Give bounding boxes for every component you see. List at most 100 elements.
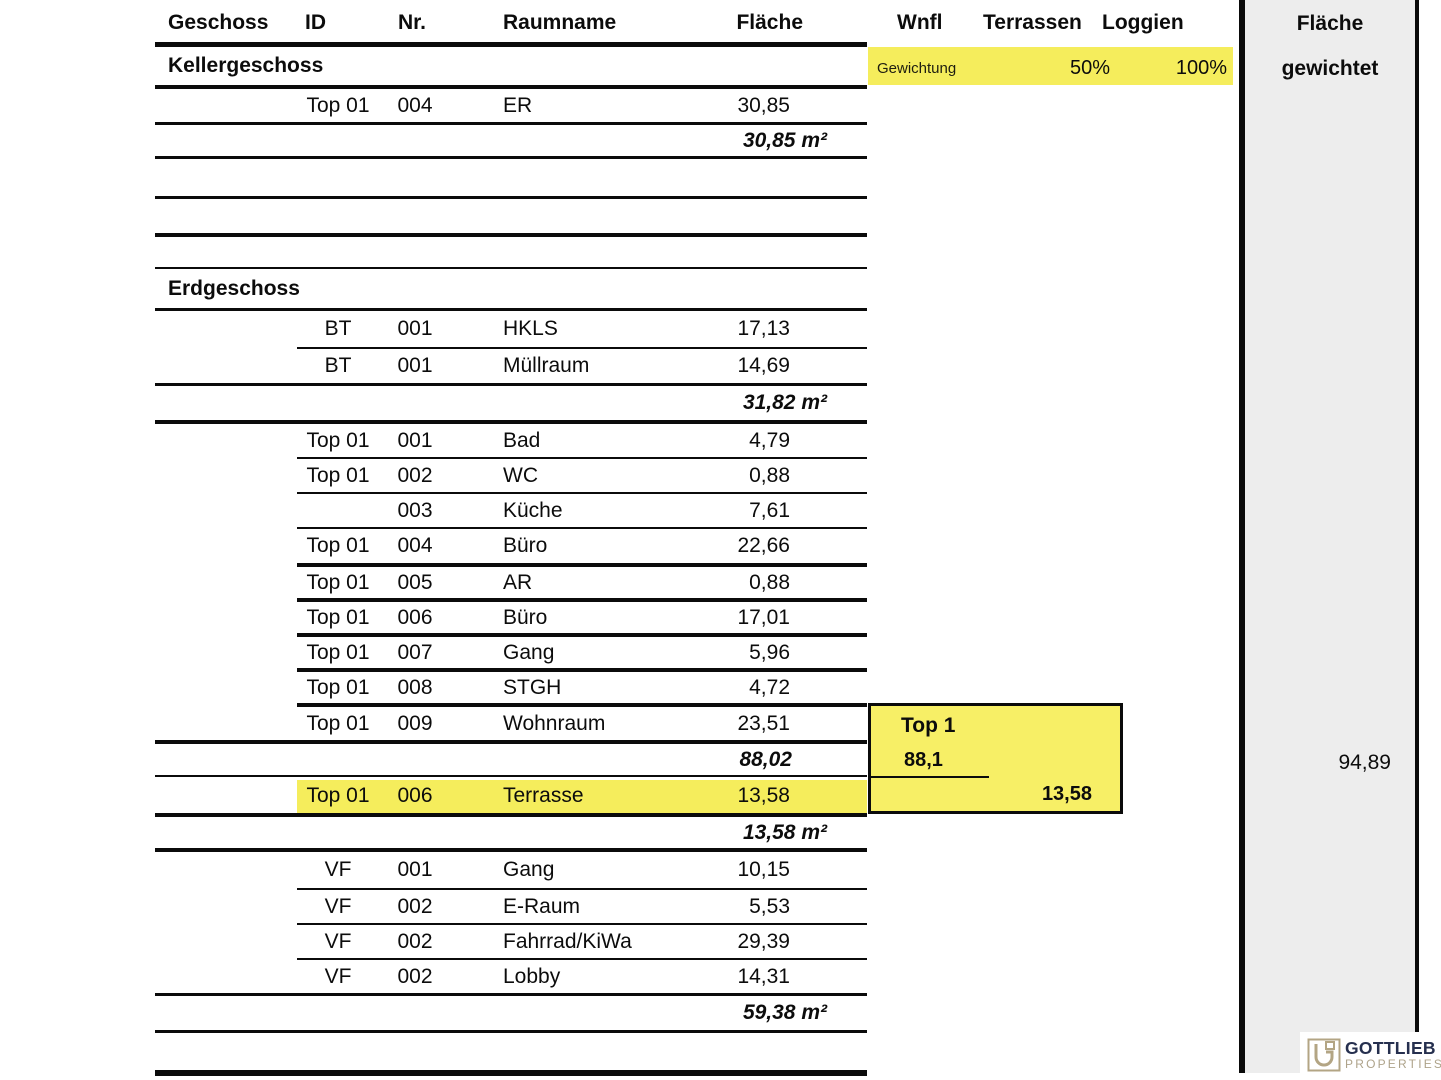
table-row: Top 01 006 Terrasse 13,58 <box>155 779 867 813</box>
table-rule <box>155 1070 867 1076</box>
header-geschoss: Geschoss <box>168 11 269 34</box>
cell-nr: 001 <box>397 354 433 377</box>
table-row: Top 01 001 Bad 4,79 <box>155 424 867 457</box>
header-flaeche: Fläche <box>736 11 803 34</box>
top1-wnfl-value: 88,1 <box>904 749 943 771</box>
table-row: 59,38 m² <box>155 996 867 1030</box>
cell-nr: 002 <box>397 895 433 918</box>
cell-flaeche: 23,51 <box>737 712 790 735</box>
cell-sum: 31,82 m² <box>742 391 827 414</box>
gewichtung-label: Gewichtung <box>877 60 957 77</box>
table-row: BT 001 Müllraum 14,69 <box>155 349 867 383</box>
table-rule <box>297 457 867 459</box>
cell-flaeche: 4,72 <box>749 676 790 699</box>
cell-flaeche: 29,39 <box>737 930 790 953</box>
header-wnfl: Wnfl <box>897 11 943 34</box>
cell-flaeche: 22,66 <box>737 534 790 557</box>
gottlieb-monogram-icon <box>1307 1038 1341 1072</box>
cell-nr: 004 <box>397 94 433 117</box>
cell-raumname: Gang <box>503 858 555 881</box>
table-rule <box>155 122 867 125</box>
cell-id: Top 01 <box>306 571 370 594</box>
cell-nr: 002 <box>397 965 433 988</box>
weighted-header-line1: Fläche <box>1296 12 1364 35</box>
cell-nr: 001 <box>397 429 433 452</box>
table-row: Kellergeschoss <box>155 47 867 85</box>
cell-flaeche: 0,88 <box>749 464 790 487</box>
table-rule <box>297 923 867 925</box>
table-rule <box>155 1030 867 1033</box>
cell-id: VF <box>324 895 352 918</box>
weighted-header-line2: gewichtet <box>1281 57 1379 80</box>
table-rule <box>297 958 867 960</box>
cell-sum: 30,85 m² <box>742 129 827 152</box>
table-row: Top 01 009 Wohnraum 23,51 <box>155 707 867 740</box>
gewichtung-loggien-pct: 100% <box>1175 57 1227 79</box>
cell-sum: 13,58 m² <box>742 821 827 844</box>
cell-id: Top 01 <box>306 464 370 487</box>
cell-raumname: Wohnraum <box>503 712 606 735</box>
cell-geschoss: Kellergeschoss <box>168 54 324 77</box>
table-row: Top 01 002 WC 0,88 <box>155 459 867 492</box>
table-row: 88,02 <box>155 744 867 775</box>
cell-id: Top 01 <box>306 429 370 452</box>
cell-flaeche: 14,69 <box>737 354 790 377</box>
cell-sum: 59,38 m² <box>742 1001 827 1024</box>
cell-raumname: Lobby <box>503 965 561 988</box>
table-row: VF 002 Fahrrad/KiWa 29,39 <box>155 926 867 958</box>
top1-title: Top 1 <box>901 714 956 737</box>
cell-nr: 006 <box>397 784 433 807</box>
table-row: Erdgeschoss <box>155 269 867 308</box>
cell-nr: 003 <box>397 499 433 522</box>
table-row: Top 01 008 STGH 4,72 <box>155 672 867 703</box>
table-rule <box>297 888 867 890</box>
cell-raumname: HKLS <box>503 317 558 340</box>
table-rule <box>155 775 867 777</box>
table-rule <box>155 196 867 199</box>
weighted-total-value: 94,89 <box>1338 751 1391 774</box>
cell-id: Top 01 <box>306 784 370 807</box>
cell-flaeche: 5,96 <box>749 641 790 664</box>
table-rule <box>155 993 867 996</box>
table-row: Top 01 005 AR 0,88 <box>155 567 867 598</box>
header-rule <box>155 42 867 47</box>
top1-summary-box: Top 1 88,1 13,58 <box>868 703 1123 814</box>
table-row <box>155 1033 867 1070</box>
cell-flaeche: 17,13 <box>737 317 790 340</box>
cell-id: BT <box>324 317 352 340</box>
company-logo: GOTTLIEB PROPERTIES <box>1300 1032 1441 1078</box>
cell-flaeche: 30,85 <box>737 94 790 117</box>
table-rule <box>155 383 867 386</box>
table-rule <box>297 598 867 602</box>
table-rule <box>297 492 867 494</box>
weighted-column: Fläche gewichtet 94,89 <box>1239 0 1419 1073</box>
cell-id: BT <box>324 354 352 377</box>
cell-raumname: AR <box>503 571 533 594</box>
cell-id: Top 01 <box>306 94 370 117</box>
table-row: Top 01 007 Gang 5,96 <box>155 637 867 668</box>
gewichtung-band: Gewichtung 50% 100% <box>868 47 1233 85</box>
table-rule <box>297 633 867 637</box>
cell-raumname: Büro <box>503 534 548 557</box>
table-rule <box>297 668 867 672</box>
logo-subtitle: PROPERTIES <box>1345 1057 1441 1071</box>
table-rule <box>297 527 867 529</box>
cell-raumname: Büro <box>503 606 548 629</box>
top1-terrassen-value: 13,58 <box>1041 783 1092 805</box>
cell-nr: 004 <box>397 534 433 557</box>
cell-raumname: STGH <box>503 676 562 699</box>
cell-nr: 007 <box>397 641 433 664</box>
table-rule <box>155 420 867 424</box>
table-rule <box>155 156 867 159</box>
cell-flaeche: 5,53 <box>749 895 790 918</box>
cell-nr: 002 <box>397 930 433 953</box>
cell-id: Top 01 <box>306 641 370 664</box>
table-row: 31,82 m² <box>155 386 867 420</box>
header-loggien: Loggien <box>1102 11 1184 34</box>
header-terrassen: Terrassen <box>983 11 1082 34</box>
cell-raumname: WC <box>503 464 538 487</box>
table-rule <box>155 85 867 89</box>
cell-nr: 001 <box>397 317 433 340</box>
cell-raumname: Fahrrad/KiWa <box>503 930 632 953</box>
